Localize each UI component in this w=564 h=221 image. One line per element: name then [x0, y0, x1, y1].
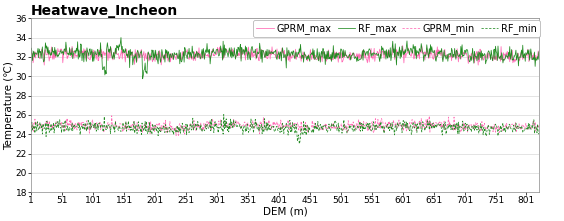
GPRM_max [440, 51, 447, 54]
RF_max [118, 36, 125, 39]
RF_max [258, 49, 265, 51]
Line: RF_max: RF_max [31, 38, 539, 79]
GPRM_min [258, 121, 265, 124]
RF_min [222, 119, 228, 122]
Y-axis label: Temperature (℃): Temperature (℃) [4, 61, 14, 150]
GPRM_min [108, 114, 115, 117]
GPRM_min [28, 126, 34, 129]
GPRM_max [512, 58, 518, 60]
RF_max [440, 49, 447, 51]
GPRM_max [389, 45, 396, 48]
RF_max [391, 48, 398, 50]
GPRM_max [340, 58, 347, 61]
RF_min [28, 130, 34, 133]
RF_max [341, 54, 348, 57]
GPRM_min [535, 123, 542, 126]
RF_min [296, 143, 303, 145]
GPRM_min [440, 120, 447, 122]
RF_max [512, 55, 518, 58]
X-axis label: DEM (m): DEM (m) [263, 207, 307, 217]
RF_max [139, 77, 146, 80]
RF_max [28, 47, 34, 50]
GPRM_max [28, 51, 34, 53]
Legend: GPRM_max, RF_max, GPRM_min, RF_min: GPRM_max, RF_max, GPRM_min, RF_min [253, 20, 540, 37]
GPRM_min [222, 121, 229, 124]
RF_min [391, 129, 398, 132]
GPRM_max [475, 64, 482, 66]
GPRM_max [399, 44, 406, 47]
Line: GPRM_max: GPRM_max [31, 46, 539, 65]
RF_min [535, 133, 542, 136]
GPRM_max [221, 55, 228, 58]
GPRM_min [391, 122, 398, 125]
Line: GPRM_min: GPRM_min [31, 116, 539, 136]
GPRM_max [535, 56, 542, 58]
RF_min [221, 113, 227, 116]
RF_max [535, 51, 542, 53]
RF_min [512, 128, 518, 131]
RF_max [222, 47, 229, 50]
GPRM_min [341, 122, 348, 124]
RF_min [341, 127, 348, 130]
GPRM_min [512, 128, 518, 130]
GPRM_max [257, 52, 263, 54]
GPRM_min [173, 134, 179, 137]
Text: Heatwave_Incheon: Heatwave_Incheon [31, 4, 178, 18]
RF_min [258, 126, 265, 129]
RF_min [440, 128, 447, 131]
Line: RF_min: RF_min [31, 114, 539, 144]
